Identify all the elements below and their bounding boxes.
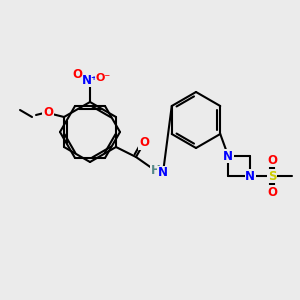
Text: N: N — [158, 167, 168, 179]
Text: O: O — [267, 154, 277, 166]
Text: O⁻: O⁻ — [95, 73, 111, 83]
Text: N: N — [223, 149, 233, 163]
Text: H: H — [151, 164, 161, 178]
Text: S: S — [268, 169, 277, 182]
Text: O: O — [139, 136, 149, 149]
Text: O: O — [72, 68, 82, 80]
Text: O: O — [43, 106, 53, 118]
Text: O: O — [267, 185, 277, 199]
Text: N: N — [245, 169, 255, 182]
Text: N⁺: N⁺ — [82, 74, 98, 86]
